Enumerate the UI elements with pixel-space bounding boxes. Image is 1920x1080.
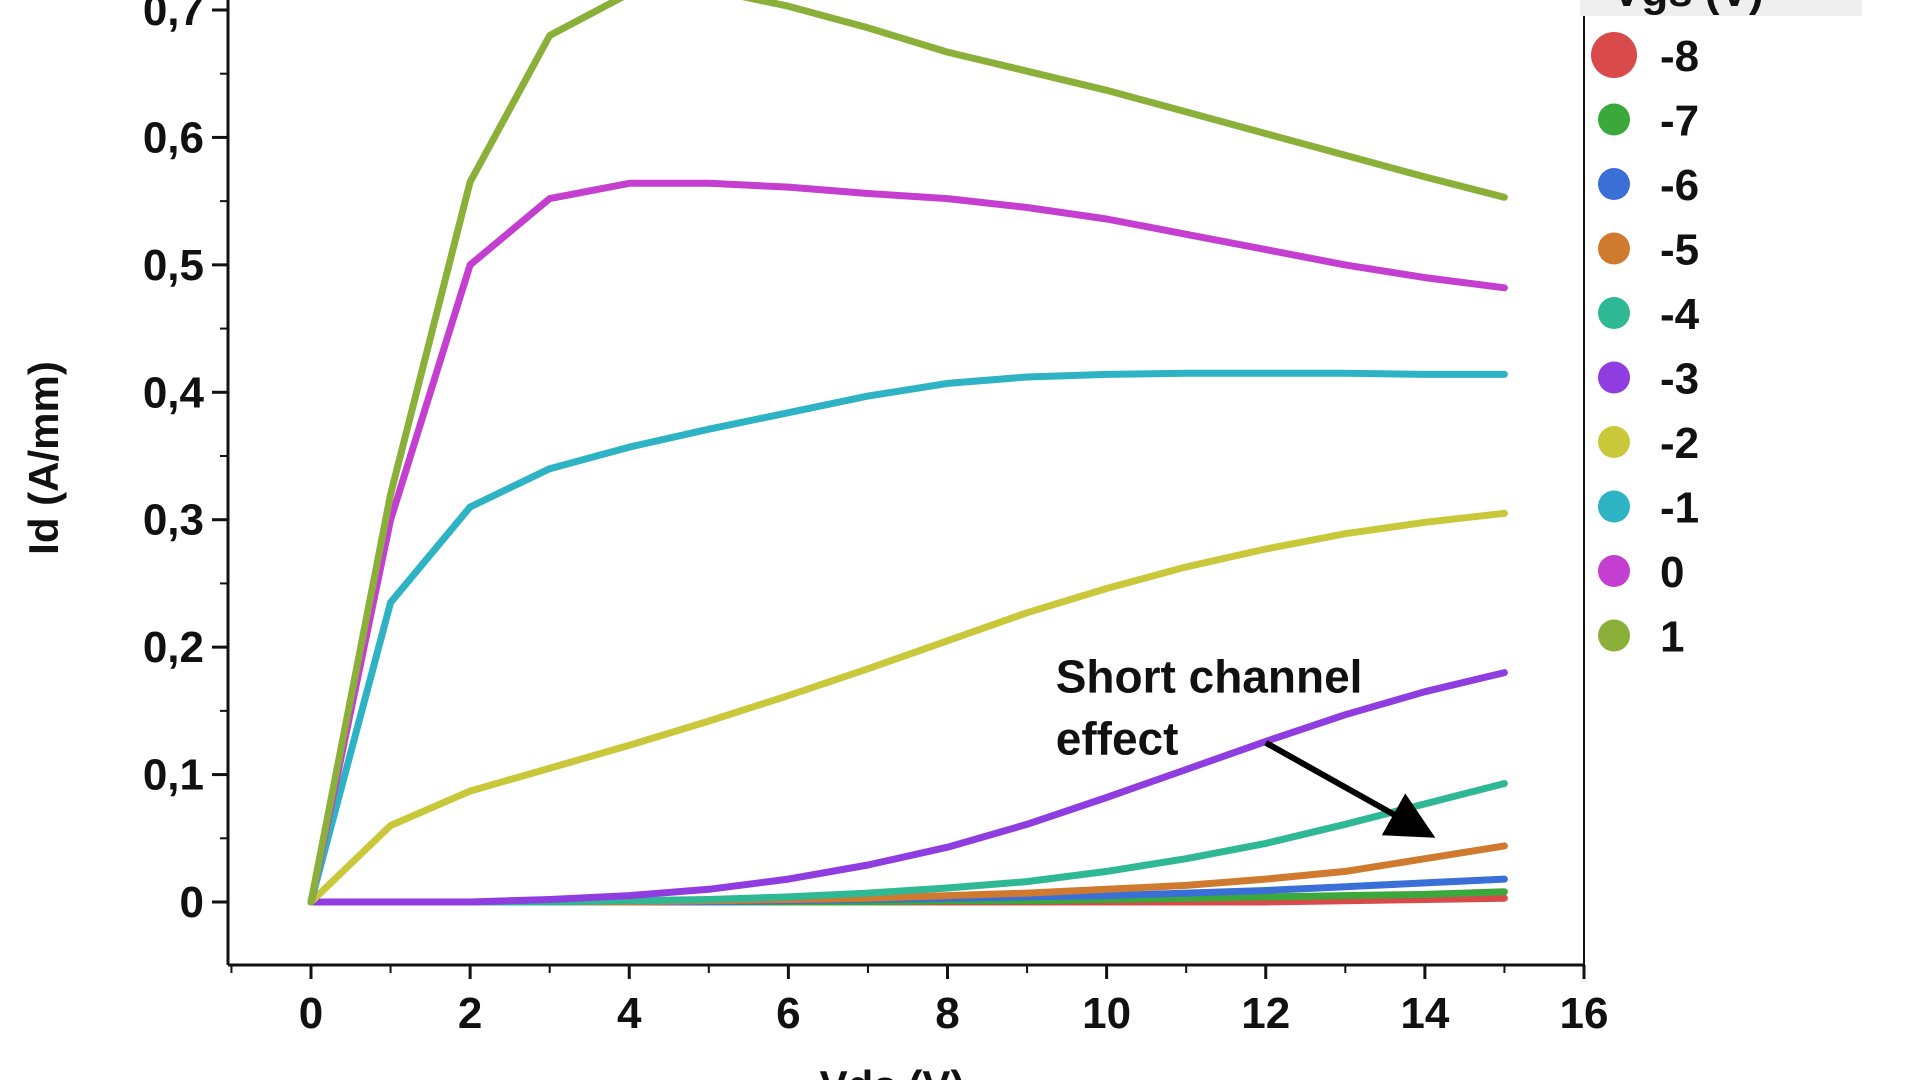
y-tick-label: 0,5 — [143, 241, 204, 290]
x-tick-label: 6 — [776, 989, 800, 1038]
y-tick-label: 0 — [180, 878, 204, 927]
legend-marker — [1598, 168, 1630, 200]
y-tick-label: 0,1 — [143, 751, 204, 800]
x-tick-label: 4 — [617, 989, 642, 1038]
x-tick-label: 16 — [1560, 989, 1609, 1038]
legend-title-bg — [1580, 0, 1862, 16]
series-line-vgs-1 — [307, 0, 1508, 906]
legend-marker — [1598, 490, 1630, 523]
legend-label: -7 — [1660, 97, 1699, 146]
legend-marker — [1598, 426, 1630, 458]
y-tick-label: 0,7 — [143, 0, 204, 35]
x-tick-label: 10 — [1082, 989, 1131, 1038]
legend-marker — [1598, 297, 1630, 329]
legend-label: -5 — [1660, 226, 1699, 275]
annotation-arrow — [1264, 740, 1436, 838]
y-axis-title: Id (A/mm) — [20, 361, 67, 555]
series-lines — [307, 0, 1508, 906]
x-tick-label: 8 — [935, 989, 959, 1038]
legend-marker — [1598, 361, 1630, 394]
x-tick-label: 2 — [458, 989, 482, 1038]
x-tick-label: 12 — [1241, 989, 1290, 1038]
legend-title: Vgs (V) — [1612, 0, 1764, 16]
x-axis-title: Vds (V) — [820, 1062, 965, 1080]
y-tick-label: 0,4 — [143, 368, 205, 417]
legend: Vgs (V) -8 -7 -6 -5 -4 -3 -2 -1 0 1 — [1580, 0, 1862, 662]
y-tick-label: 0,2 — [143, 623, 204, 672]
legend-label: -1 — [1660, 484, 1699, 533]
legend-marker — [1598, 103, 1630, 136]
series-line-vgs-neg2 — [307, 509, 1508, 906]
legend-label: -6 — [1660, 161, 1699, 210]
legend-marker — [1598, 232, 1630, 265]
series-line-vgs-neg3 — [307, 669, 1508, 906]
x-tick-label: 14 — [1400, 989, 1449, 1038]
y-tick-label: 0,3 — [143, 496, 204, 545]
axes: 0 2 4 6 8 10 12 14 16 0 0,1 0,2 0,3 0,4 0,5 0,6 0,7 — [143, 0, 1609, 1038]
legend-label: 0 — [1660, 548, 1684, 597]
legend-marker — [1598, 619, 1630, 652]
legend-label: -2 — [1660, 419, 1699, 468]
legend-label: -3 — [1660, 355, 1699, 404]
legend-marker — [1598, 555, 1630, 587]
y-tick-label: 0,6 — [143, 113, 204, 162]
annotation-text: effect — [1056, 713, 1179, 765]
series-line-vgs-0 — [307, 179, 1508, 906]
annotations: Short channel effect — [1056, 651, 1436, 838]
legend-marker — [1591, 32, 1637, 78]
series-line-vgs-neg1 — [307, 369, 1508, 906]
legend-label: -4 — [1660, 290, 1700, 339]
x-tick-label: 0 — [299, 989, 323, 1038]
annotation-text: Short channel — [1056, 651, 1363, 703]
legend-label: 1 — [1660, 613, 1684, 662]
legend-label: -8 — [1660, 32, 1699, 81]
